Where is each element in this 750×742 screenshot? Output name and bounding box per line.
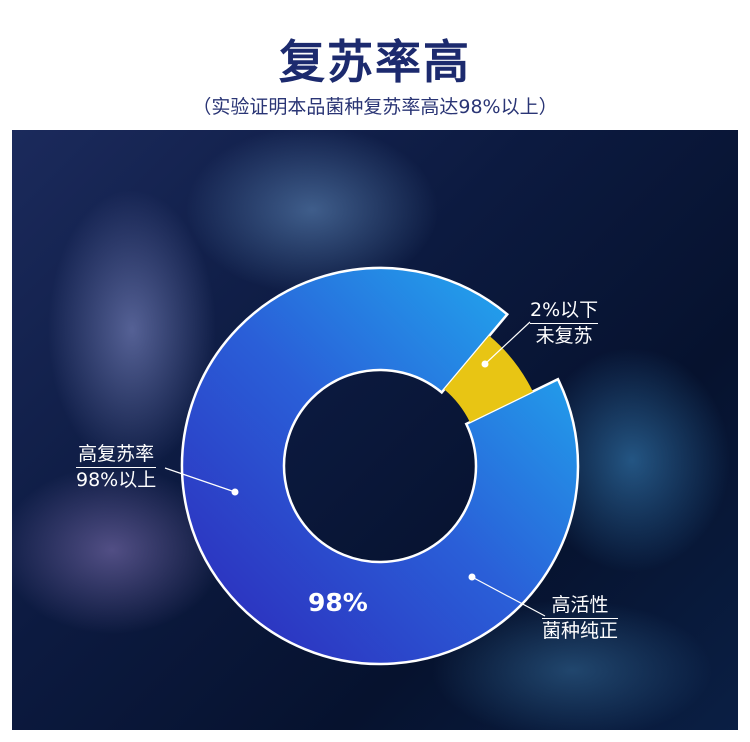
- label-not-recovered: 2%以下 未复苏: [530, 298, 599, 348]
- label-high-recovery-line2: 98%以上: [76, 469, 157, 491]
- label-high-activity-line2: 菌种纯正: [542, 620, 619, 642]
- page-title: 复苏率高: [279, 35, 471, 89]
- leader-line-top-right: [484, 321, 531, 365]
- leader-line-bottom-right: [471, 576, 546, 617]
- leader-line-left: [164, 467, 236, 493]
- center-value-label: 98%: [308, 588, 368, 617]
- label-high-recovery: 高复苏率 98%以上: [76, 442, 157, 492]
- label-high-activity-line1: 高活性: [542, 593, 619, 619]
- label-not-recovered-line2: 未复苏: [535, 325, 593, 347]
- donut-segment-recovered: [180, 266, 580, 666]
- leader-dot-top-right: [481, 360, 489, 368]
- leader-dot-left: [231, 488, 239, 496]
- donut-segment-not-recovered: [444, 335, 533, 423]
- label-high-activity: 高活性 菌种纯正: [542, 593, 619, 643]
- page-subtitle: （实验证明本品菌种复苏率高达98%以上）: [192, 96, 558, 118]
- label-high-recovery-line1: 高复苏率: [76, 442, 157, 468]
- label-not-recovered-line1: 2%以下: [530, 298, 599, 324]
- leader-dot-bottom-right: [468, 573, 476, 581]
